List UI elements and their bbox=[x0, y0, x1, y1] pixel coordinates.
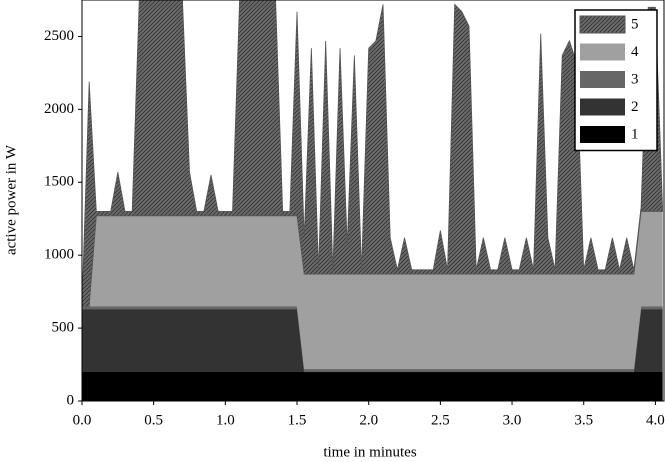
y-tick-label: 2500 bbox=[44, 28, 74, 44]
legend-swatch bbox=[580, 98, 625, 116]
x-tick-label: 3.0 bbox=[503, 412, 522, 428]
y-tick-label: 0 bbox=[67, 392, 75, 408]
x-axis-label: time in minutes bbox=[323, 444, 416, 460]
area-1 bbox=[82, 371, 663, 401]
x-tick-label: 1.0 bbox=[216, 412, 235, 428]
legend-label: 4 bbox=[631, 44, 639, 60]
y-tick-label: 500 bbox=[52, 320, 75, 336]
y-tick-label: 1000 bbox=[44, 247, 74, 263]
y-tick-label: 2000 bbox=[44, 101, 74, 117]
x-tick-label: 3.5 bbox=[574, 412, 593, 428]
y-tick-label: 1500 bbox=[44, 174, 74, 190]
legend-label: 1 bbox=[631, 126, 639, 142]
legend-swatch bbox=[580, 71, 625, 88]
axes-frame bbox=[81, 0, 665, 402]
legend-label: 3 bbox=[631, 71, 639, 87]
legend-swatch bbox=[579, 15, 626, 34]
legend-swatch bbox=[580, 43, 625, 61]
legend-label: 2 bbox=[631, 99, 639, 115]
y-axis-label: active power in W bbox=[3, 144, 19, 255]
x-tick-label: 2.0 bbox=[359, 412, 378, 428]
x-tick-label: 1.5 bbox=[288, 412, 307, 428]
legend-swatch bbox=[580, 126, 625, 143]
area-5 bbox=[82, 0, 663, 307]
legend-label: 5 bbox=[631, 16, 639, 32]
x-tick-label: 0.0 bbox=[73, 412, 92, 428]
x-tick-label: 0.5 bbox=[144, 412, 163, 428]
plot-area bbox=[82, 0, 663, 401]
x-tick-label: 2.5 bbox=[431, 412, 450, 428]
x-tick-label: 4.0 bbox=[646, 412, 665, 428]
